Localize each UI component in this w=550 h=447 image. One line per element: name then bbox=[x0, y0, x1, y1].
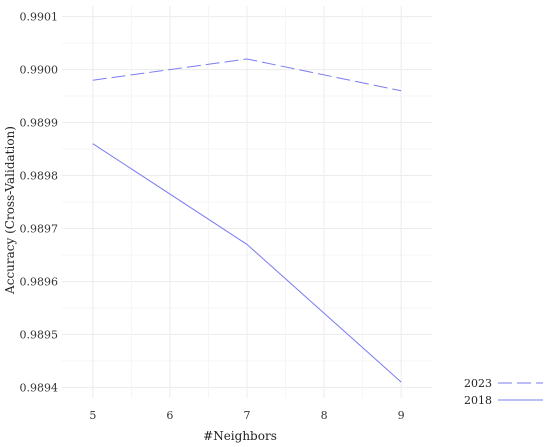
legend-label: 2018 bbox=[464, 394, 492, 407]
grid bbox=[62, 6, 432, 398]
x-tick-label: 8 bbox=[321, 409, 328, 422]
series-line-2018 bbox=[92, 143, 402, 383]
series-line-2023 bbox=[92, 58, 402, 92]
x-tick-label: 6 bbox=[166, 409, 173, 422]
series-lines bbox=[92, 58, 402, 383]
legend-item-2018: 2018 bbox=[464, 394, 543, 407]
y-tick-label: 0.9897 bbox=[20, 222, 59, 235]
y-tick-label: 0.9899 bbox=[20, 117, 59, 130]
y-tick-label: 0.9895 bbox=[20, 328, 59, 341]
y-tick-label: 0.9896 bbox=[20, 275, 59, 288]
y-tick-label: 0.9894 bbox=[20, 381, 59, 394]
x-tick-label: 7 bbox=[244, 409, 251, 422]
y-tick-label: 0.9900 bbox=[20, 64, 59, 77]
y-tick-label: 0.9901 bbox=[20, 11, 59, 24]
legend-item-2023: 2023 bbox=[464, 377, 543, 390]
x-tick-label: 9 bbox=[398, 409, 405, 422]
x-tick-label: 5 bbox=[89, 409, 96, 422]
x-tick-labels: 5 6 7 8 9 bbox=[89, 409, 404, 422]
y-axis-title: Accuracy (Cross-Validation) bbox=[3, 126, 17, 295]
x-axis-title: #Neighbors bbox=[203, 429, 277, 443]
legend: 2023 2018 bbox=[464, 377, 543, 407]
legend-label: 2023 bbox=[464, 377, 492, 390]
y-tick-label: 0.9898 bbox=[20, 170, 59, 183]
y-tick-labels: 0.9894 0.9895 0.9896 0.9897 0.9898 0.9899 0.99… bbox=[20, 11, 59, 395]
